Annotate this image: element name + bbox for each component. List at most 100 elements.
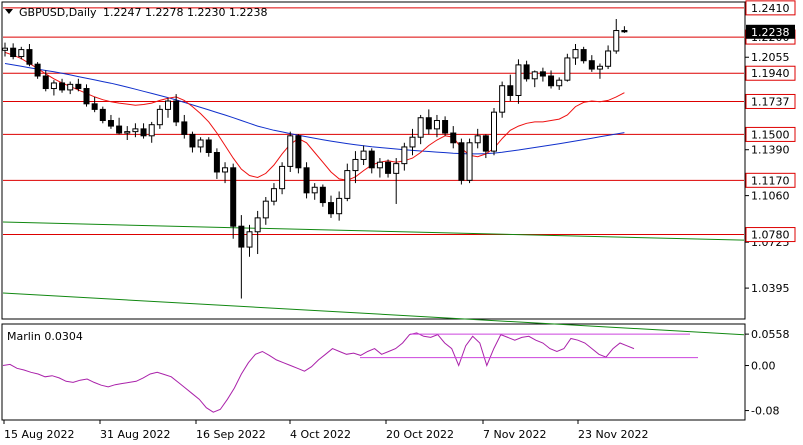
candle	[433, 114, 440, 138]
candle-body-bull	[417, 117, 424, 138]
candle	[458, 138, 465, 185]
candle	[596, 63, 603, 79]
candle-body-bull	[531, 71, 538, 80]
candle	[556, 77, 563, 90]
candle	[319, 184, 326, 207]
candle	[181, 114, 188, 139]
time-tick-label: 16 Sep 2022	[196, 428, 266, 441]
candle-body-bull	[246, 231, 253, 248]
candle-body-bull	[344, 170, 351, 199]
candle-body-bull	[409, 136, 416, 148]
candle-body-bull	[572, 49, 579, 59]
level-price-box	[745, 172, 796, 188]
price-tick-label: 1.0395	[751, 282, 790, 295]
candle	[425, 109, 432, 135]
time-tick-label: 23 Nov 2022	[578, 428, 648, 441]
candle	[254, 210, 261, 255]
candle	[116, 117, 123, 135]
candle	[417, 114, 424, 145]
candle-body-bull	[270, 188, 277, 202]
candle-body-bull	[556, 79, 563, 87]
candle-body-bear	[539, 71, 546, 77]
level-price-box	[745, 0, 796, 16]
candle-body-bull	[564, 57, 571, 81]
candle-body-bear	[42, 75, 49, 90]
candle-body-bear	[99, 108, 106, 122]
candle-body-bear	[523, 64, 530, 80]
candle	[336, 191, 343, 221]
time-tick-label: 4 Oct 2022	[290, 428, 351, 441]
candle-body-bull	[474, 135, 481, 144]
candle-body-bear	[59, 82, 66, 91]
candle	[26, 44, 33, 67]
marlin-title: Marlin 0.0304	[7, 330, 83, 343]
candle	[328, 195, 334, 218]
candle	[124, 126, 131, 140]
candle-body-bull	[50, 82, 57, 90]
level-price-box	[745, 227, 796, 243]
candle-body-bull	[613, 30, 620, 52]
candle	[99, 106, 106, 124]
candle	[165, 98, 171, 118]
candle-body-bear	[91, 103, 98, 110]
candle	[67, 81, 74, 95]
price-tick-label: 1.1390	[751, 144, 790, 157]
level-price-label: 1.1940	[751, 67, 790, 80]
candle-body-bear	[26, 49, 33, 65]
candle	[531, 70, 538, 88]
candle	[588, 55, 595, 72]
candle-body-bull	[596, 65, 603, 70]
candle	[523, 60, 530, 82]
marlin-tick-label: 0.00	[751, 360, 776, 373]
level-price-label: 1.1737	[751, 95, 790, 108]
candle	[59, 78, 66, 93]
candle	[42, 70, 49, 92]
marlin-line	[2, 332, 635, 413]
candle	[572, 44, 579, 65]
price-axis: 1.20551.13901.10601.07251.03951.24101.22…	[745, 0, 796, 418]
candle-body-bull	[491, 111, 497, 152]
candle	[132, 123, 139, 138]
candle-body-bull	[156, 108, 163, 126]
candle-body-bear	[75, 83, 82, 90]
main-chart-frame	[1, 1, 746, 320]
candle	[279, 162, 286, 195]
candle-body-bull	[287, 135, 294, 167]
candle	[75, 78, 82, 92]
candle-body-bull	[360, 150, 367, 160]
candle-body-bull	[18, 49, 25, 58]
marlin-pane-frame	[1, 323, 746, 421]
candle	[18, 46, 25, 60]
time-tick-label: 31 Aug 2022	[100, 428, 170, 441]
triangle-down-icon[interactable]	[5, 9, 13, 14]
candle	[564, 53, 571, 82]
candle	[2, 42, 8, 57]
candle-body-bear	[548, 75, 555, 87]
candle-body-bear	[482, 135, 489, 152]
candle-body-bear	[181, 121, 188, 135]
candle-body-bear	[385, 161, 392, 174]
candle	[474, 128, 481, 149]
level-price-label: 1.0780	[751, 229, 790, 242]
candle	[450, 126, 457, 149]
level-price-box	[745, 65, 796, 81]
candle	[270, 183, 277, 206]
candle-body-bull	[605, 50, 612, 67]
candle-body-bull	[262, 200, 269, 219]
candle-body-bull	[222, 167, 229, 173]
level-price-box	[745, 93, 796, 109]
marlin-plot-area	[2, 332, 698, 413]
candle-body-bull	[336, 197, 343, 215]
candle	[189, 131, 196, 153]
candle-body-bull	[197, 139, 204, 148]
candle	[548, 70, 555, 89]
candle-body-bull	[352, 158, 359, 172]
candle	[385, 159, 392, 178]
candle	[10, 43, 17, 60]
candle-body-bear	[238, 225, 245, 248]
candle-body-bull	[499, 85, 506, 113]
current-price-label: 1.2238	[751, 26, 790, 39]
candle	[491, 108, 497, 156]
time-tick-label: 20 Oct 2022	[386, 428, 454, 441]
candle	[360, 145, 367, 166]
